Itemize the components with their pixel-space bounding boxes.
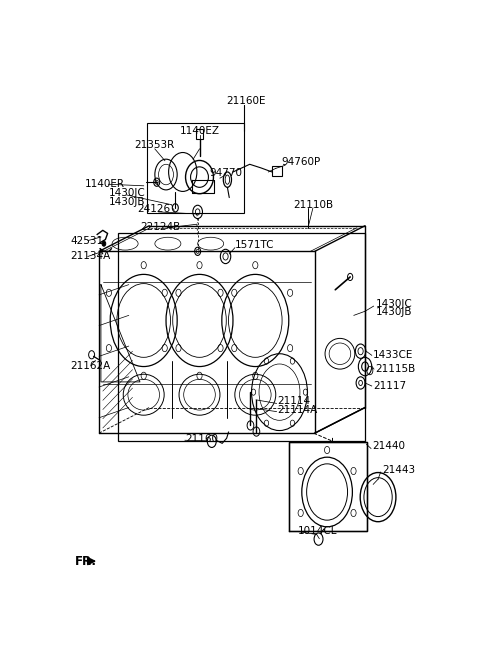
Bar	[196, 130, 203, 139]
Text: 42531: 42531	[71, 235, 104, 245]
Text: 94770: 94770	[209, 168, 242, 178]
Text: 1430JB: 1430JB	[375, 307, 412, 317]
Text: 21440: 21440	[372, 442, 406, 452]
Text: 1014CL: 1014CL	[297, 527, 337, 537]
Text: 1430JB: 1430JB	[108, 197, 145, 207]
Text: 1571TC: 1571TC	[235, 239, 275, 249]
Text: 1430JC: 1430JC	[108, 188, 145, 198]
Bar	[289, 442, 367, 531]
Text: 21110B: 21110B	[293, 200, 333, 209]
Bar	[147, 123, 244, 213]
Text: 22124B: 22124B	[140, 222, 180, 232]
Text: FR.: FR.	[75, 555, 97, 568]
Text: 1140ER: 1140ER	[85, 180, 125, 190]
Text: 1430JC: 1430JC	[375, 299, 412, 309]
Text: 1140EZ: 1140EZ	[180, 126, 219, 136]
Text: 21160E: 21160E	[226, 96, 266, 106]
Text: 21160: 21160	[186, 434, 219, 444]
Bar	[272, 166, 282, 176]
Text: 21117: 21117	[373, 381, 407, 391]
Text: 21134A: 21134A	[71, 251, 111, 261]
Text: 21162A: 21162A	[71, 360, 111, 370]
Text: 21114A: 21114A	[277, 405, 318, 415]
Text: 1433CE: 1433CE	[373, 350, 414, 360]
Text: 24126: 24126	[137, 204, 170, 214]
Text: 94760P: 94760P	[281, 157, 321, 167]
Text: 21115B: 21115B	[375, 364, 416, 374]
Text: 21114: 21114	[277, 396, 311, 406]
Text: 21443: 21443	[382, 465, 415, 475]
Circle shape	[102, 241, 106, 246]
Bar	[118, 233, 365, 441]
Text: 21353R: 21353R	[135, 140, 175, 150]
